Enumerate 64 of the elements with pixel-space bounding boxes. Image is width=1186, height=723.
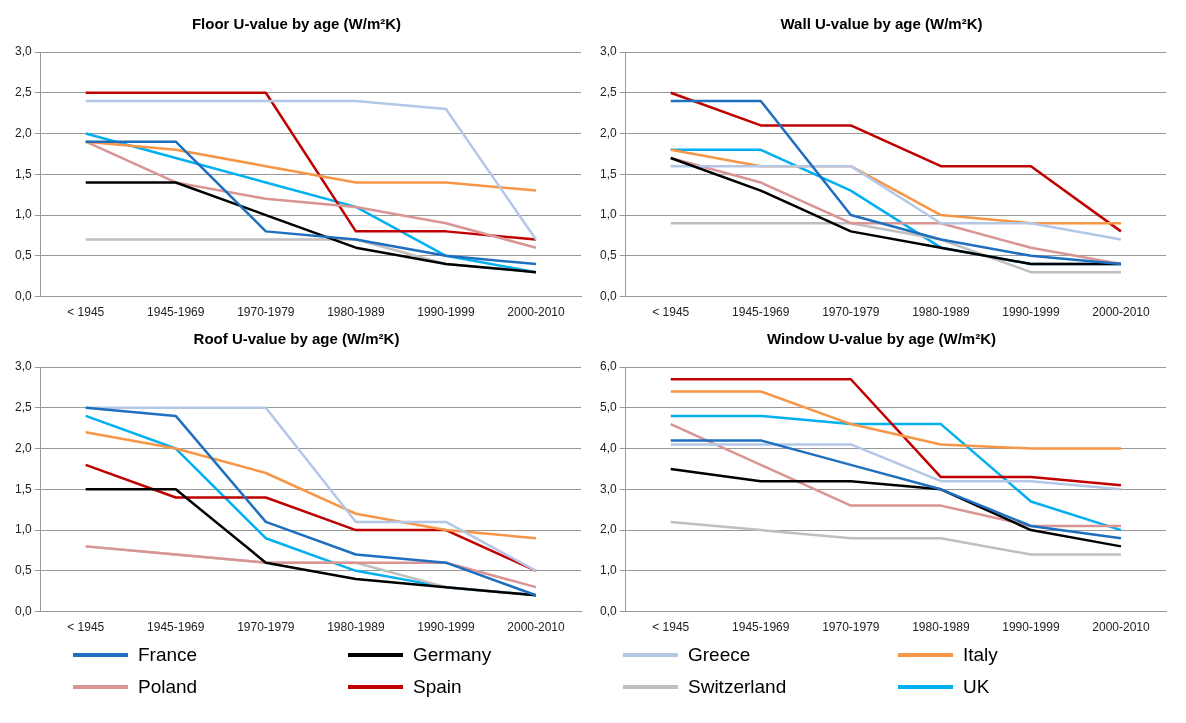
y-tick-label: 1,0 <box>14 207 32 222</box>
y-tick-label: 2,0 <box>14 125 32 140</box>
x-tick-label: 1970-1979 <box>822 305 880 320</box>
x-tick-label: 1980-1989 <box>912 620 970 635</box>
y-tick-label: 0,0 <box>599 288 617 303</box>
x-tick-label: 1990-1999 <box>1002 305 1060 320</box>
legend-label: Italy <box>963 644 998 666</box>
y-tick-label: 3,0 <box>599 44 617 59</box>
x-tick-label: 1980-1989 <box>327 620 385 635</box>
chart-title: Window U-value by age (W/m²K) <box>766 330 997 348</box>
y-tick-label: 3,0 <box>14 359 32 374</box>
y-tick-label: 0,0 <box>14 288 32 303</box>
y-tick-label: 1,0 <box>599 563 617 578</box>
x-tick-label: 1980-1989 <box>327 305 385 320</box>
x-tick-label: < 1945 <box>652 305 690 320</box>
y-tick-label: 2,5 <box>599 85 617 100</box>
y-tick-label: 4,0 <box>599 440 617 455</box>
y-tick-label: 2,5 <box>14 85 32 100</box>
y-tick-label: 0,0 <box>599 603 617 618</box>
x-tick-label: 1970-1979 <box>822 620 880 635</box>
chart-title: Floor U-value by age (W/m²K) <box>191 15 402 33</box>
y-tick-label: 5,0 <box>599 400 617 415</box>
x-tick-label: 1980-1989 <box>912 305 970 320</box>
y-tick-label: 6,0 <box>599 359 617 374</box>
y-tick-label: 1,0 <box>599 207 617 222</box>
y-tick-label: 0,5 <box>599 248 617 263</box>
x-tick-label: 1945-1969 <box>147 620 205 635</box>
legend-label: Poland <box>138 676 198 698</box>
y-tick-label: 1,5 <box>14 481 32 496</box>
y-tick-label: 1,0 <box>14 522 32 537</box>
y-tick-label: 2,0 <box>599 125 617 140</box>
y-tick-label: 3,0 <box>14 44 32 59</box>
x-tick-label: 2000-2010 <box>1092 305 1150 320</box>
y-tick-label: 0,5 <box>14 563 32 578</box>
y-tick-label: 3,0 <box>599 481 617 496</box>
x-tick-label: 1990-1999 <box>417 305 475 320</box>
x-tick-label: < 1945 <box>67 620 105 635</box>
x-tick-label: 2000-2010 <box>1092 620 1150 635</box>
y-tick-label: 1,5 <box>14 166 32 181</box>
legend-label: France <box>138 644 198 666</box>
legend-label: Greece <box>688 644 751 666</box>
x-tick-label: 1970-1979 <box>237 305 295 320</box>
x-tick-label: 1945-1969 <box>732 620 790 635</box>
x-tick-label: 2000-2010 <box>507 305 565 320</box>
x-tick-label: < 1945 <box>652 620 690 635</box>
y-tick-label: 1,5 <box>599 166 617 181</box>
legend-label: Switzerland <box>688 676 787 698</box>
chart-title: Roof U-value by age (W/m²K) <box>193 330 400 348</box>
x-tick-label: 1990-1999 <box>1002 620 1060 635</box>
legend-label: Spain <box>413 676 462 698</box>
y-tick-label: 2,0 <box>14 440 32 455</box>
x-tick-label: < 1945 <box>67 305 105 320</box>
x-tick-label: 1970-1979 <box>237 620 295 635</box>
x-tick-label: 2000-2010 <box>507 620 565 635</box>
y-tick-label: 2,0 <box>599 522 617 537</box>
y-tick-label: 2,5 <box>14 400 32 415</box>
x-tick-label: 1945-1969 <box>732 305 790 320</box>
x-tick-label: 1945-1969 <box>147 305 205 320</box>
chart-title: Wall U-value by age (W/m²K) <box>780 15 983 33</box>
y-tick-label: 0,0 <box>14 603 32 618</box>
legend-label: Germany <box>413 644 492 666</box>
x-tick-label: 1990-1999 <box>417 620 475 635</box>
y-tick-label: 0,5 <box>14 248 32 263</box>
legend-label: UK <box>963 676 990 698</box>
